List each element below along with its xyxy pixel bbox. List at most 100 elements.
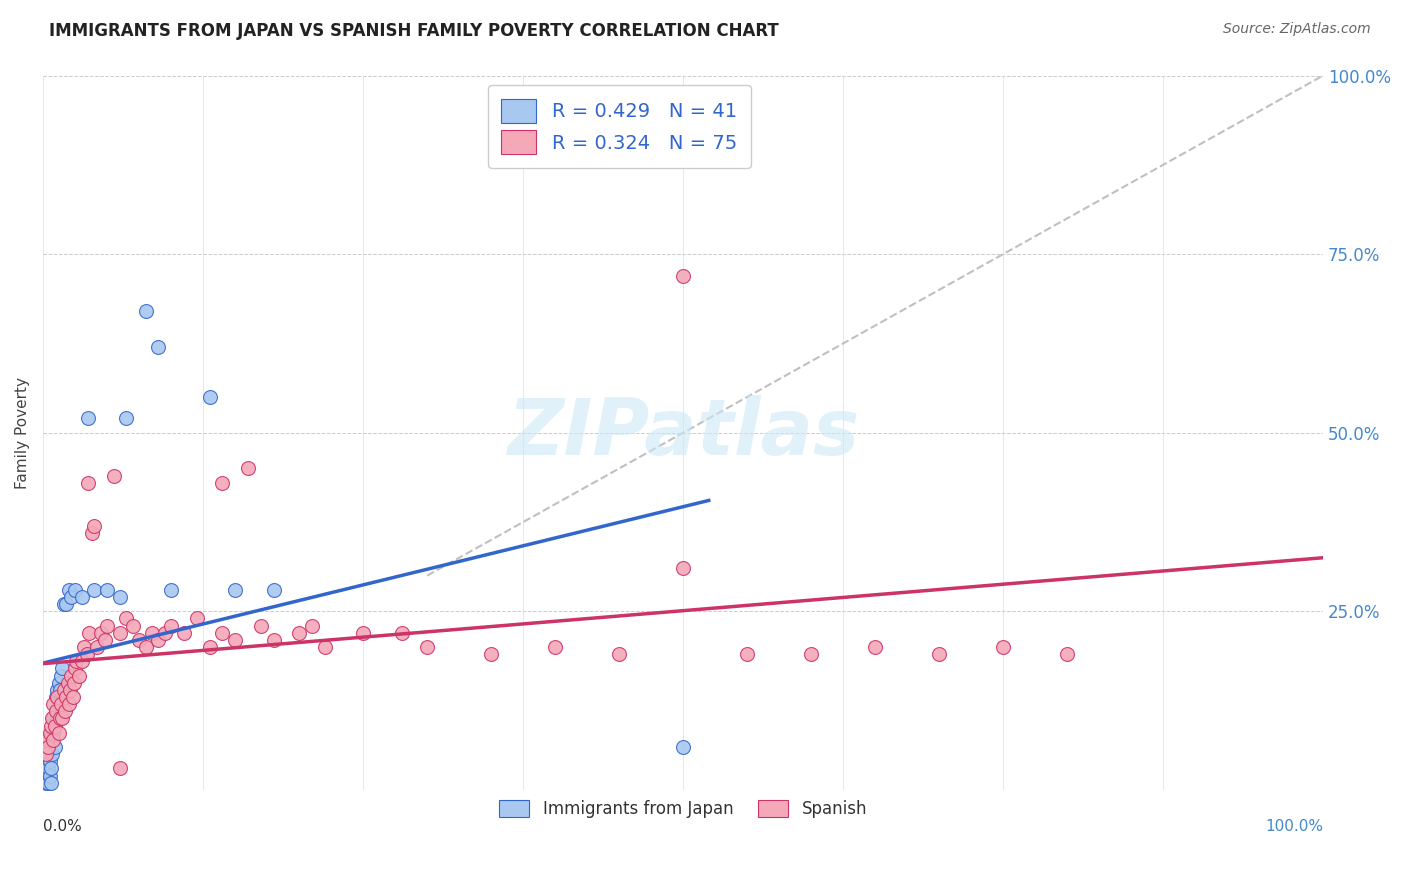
Point (96, 618, 118, 632)
Point (62, 690, 84, 704)
Point (607, 647, 630, 661)
Point (42, 725, 65, 739)
Point (672, 561, 695, 575)
Point (148, 632, 170, 647)
Point (44, 718, 66, 732)
Legend: Immigrants from Japan, Spanish: Immigrants from Japan, Spanish (492, 793, 873, 824)
Point (93, 632, 115, 647)
Point (288, 625, 311, 640)
Point (672, 740, 695, 755)
Point (67, 668, 90, 682)
Point (48, 697, 70, 711)
Point (211, 475, 233, 490)
Point (42, 697, 65, 711)
Point (115, 611, 138, 625)
Point (55, 597, 77, 611)
Point (86, 640, 108, 654)
Point (80, 525, 103, 540)
Point (45, 690, 67, 704)
Point (211, 625, 233, 640)
Point (46, 690, 69, 704)
Point (76, 647, 98, 661)
Point (41, 711, 63, 725)
Point (314, 640, 336, 654)
Point (42, 733, 65, 747)
Point (391, 625, 413, 640)
Point (135, 640, 157, 654)
Point (70, 590, 93, 604)
Point (35, 769, 58, 783)
Point (59, 682, 82, 697)
Point (173, 625, 195, 640)
Point (928, 647, 950, 661)
Point (198, 390, 221, 404)
Point (46, 682, 69, 697)
Point (37, 776, 59, 790)
Point (48, 675, 70, 690)
Point (141, 625, 163, 640)
Point (35, 747, 58, 762)
Point (1056, 647, 1078, 661)
Point (863, 640, 886, 654)
Point (53, 704, 76, 718)
Point (77, 411, 100, 425)
Point (39, 762, 62, 776)
Point (108, 625, 131, 640)
Point (51, 711, 73, 725)
Point (63, 675, 86, 690)
Point (115, 411, 138, 425)
Point (148, 340, 170, 354)
Point (160, 618, 183, 632)
Point (90, 625, 112, 640)
Point (96, 582, 118, 597)
Point (77, 475, 100, 490)
Point (51, 661, 73, 675)
Point (39, 776, 62, 790)
Point (44, 718, 66, 732)
Point (41, 747, 63, 762)
Point (45, 704, 67, 718)
Point (38, 769, 60, 783)
Point (45, 704, 67, 718)
Point (352, 625, 374, 640)
Point (49, 711, 72, 725)
Text: ZIPatlas: ZIPatlas (508, 395, 859, 471)
Point (58, 697, 80, 711)
Point (48, 725, 70, 739)
Point (60, 590, 83, 604)
Point (39, 718, 62, 732)
Point (735, 647, 758, 661)
Point (38, 725, 60, 739)
Point (672, 268, 695, 283)
Point (83, 518, 105, 533)
Point (70, 654, 93, 668)
Text: Source: ZipAtlas.com: Source: ZipAtlas.com (1223, 22, 1371, 37)
Point (58, 582, 80, 597)
Point (44, 740, 66, 755)
Point (46, 711, 69, 725)
Point (49, 668, 72, 682)
Point (55, 690, 77, 704)
Point (52, 682, 75, 697)
Point (56, 675, 79, 690)
Point (991, 640, 1014, 654)
Point (108, 762, 131, 776)
Point (479, 647, 502, 661)
Point (77, 625, 100, 640)
Point (65, 654, 87, 668)
Text: 0.0%: 0.0% (44, 819, 82, 833)
Point (224, 582, 246, 597)
Point (37, 740, 59, 755)
Point (73, 640, 96, 654)
Point (263, 632, 285, 647)
Y-axis label: Family Poverty: Family Poverty (15, 376, 30, 489)
Point (52, 597, 75, 611)
Point (60, 668, 83, 682)
Point (160, 582, 183, 597)
Point (42, 711, 65, 725)
Text: IMMIGRANTS FROM JAPAN VS SPANISH FAMILY POVERTY CORRELATION CHART: IMMIGRANTS FROM JAPAN VS SPANISH FAMILY … (49, 22, 779, 40)
Point (35, 776, 58, 790)
Point (224, 632, 246, 647)
Point (800, 647, 823, 661)
Point (544, 640, 567, 654)
